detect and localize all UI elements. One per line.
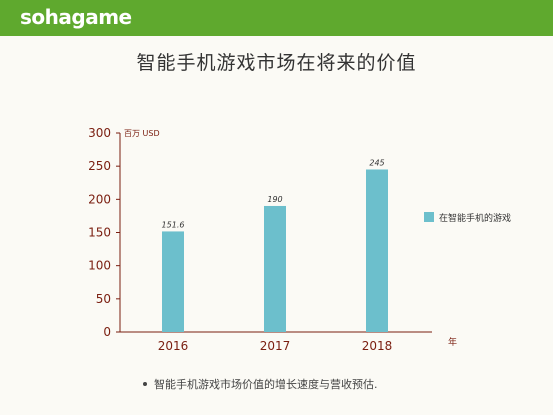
y-axis: 0 50 100 150 200 250 300 百万 USD xyxy=(88,126,160,339)
bullet-icon xyxy=(143,382,147,386)
y-tick-label: 50 xyxy=(96,292,111,306)
legend-swatch xyxy=(424,212,434,222)
data-label: 245 xyxy=(369,158,384,167)
y-axis-label: 百万 USD xyxy=(124,129,160,138)
x-tick-label: 2018 xyxy=(362,339,393,353)
bar xyxy=(264,205,286,332)
y-tick-label: 300 xyxy=(88,126,111,140)
sohagame-logo: sohagame xyxy=(20,5,132,29)
header-bar: sohagame xyxy=(0,0,553,36)
bar xyxy=(366,169,388,332)
y-tick-label: 250 xyxy=(88,159,111,173)
bar xyxy=(162,231,184,332)
y-tick-label: 100 xyxy=(88,259,111,273)
x-axis: 年 2016 2017 2018 xyxy=(120,331,457,353)
y-tick-label: 150 xyxy=(88,226,111,240)
legend: 在智能手机的游戏 xyxy=(424,212,511,224)
x-tick-label: 2016 xyxy=(158,339,189,353)
data-label: 151.6 xyxy=(162,220,185,229)
page-title: 智能手机游戏市场在将来的价值 xyxy=(136,52,417,74)
y-tick-label: 200 xyxy=(88,192,111,206)
x-axis-label: 年 xyxy=(448,336,457,348)
footnote-text: 智能手机游戏市场价值的增长速度与营收预估. xyxy=(154,378,378,391)
y-tick-label: 0 xyxy=(103,325,111,339)
legend-label: 在智能手机的游戏 xyxy=(439,212,511,224)
data-label: 190 xyxy=(267,195,282,204)
x-tick-label: 2017 xyxy=(260,339,291,353)
footnote: 智能手机游戏市场价值的增长速度与营收预估. xyxy=(143,376,378,392)
bars: 151.6 190 245 xyxy=(162,158,388,332)
